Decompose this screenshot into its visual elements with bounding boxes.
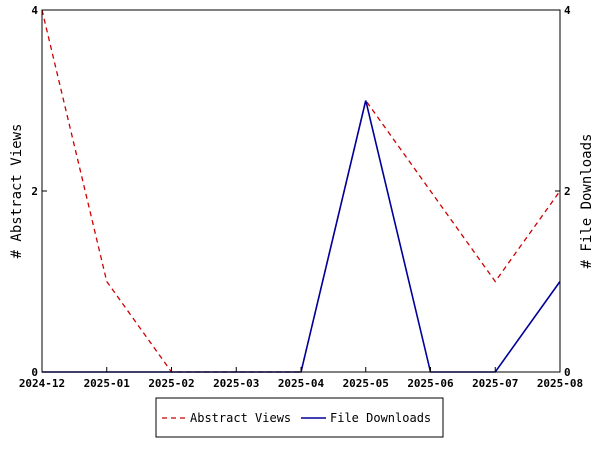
x-tick-label: 2025-07 [472,377,518,390]
x-tick-label: 2025-06 [407,377,454,390]
y-left-tick-label: 2 [31,185,38,198]
x-tick-label: 2025-04 [278,377,325,390]
x-tick-label: 2025-01 [84,377,131,390]
x-tick-label: 2025-08 [537,377,583,390]
y-right-tick-label: 4 [564,4,571,17]
y-left-tick-label: 4 [31,4,38,17]
y-axis-right-title: # File Downloads [579,134,595,269]
y-axis-left-title: # Abstract Views [9,124,25,259]
series-line-abstract-views [41,9,561,373]
y-right-tick-label: 0 [564,366,571,379]
y-axis-left: 0 2 4 [31,4,47,379]
x-tick-label: 2025-05 [343,377,389,390]
x-tick-label: 2025-02 [148,377,194,390]
legend-label-abstract-views: Abstract Views [190,411,291,425]
y-left-tick-label: 0 [31,366,38,379]
x-tick-label: 2025-03 [213,377,259,390]
legend-box [155,397,444,438]
x-axis: 2024-12 2025-01 2025-02 2025-03 2025-04 2025-… [19,367,583,390]
y-axis-right: 0 2 4 [555,4,571,379]
y-right-tick-label: 2 [564,185,571,198]
legend-label-file-downloads: File Downloads [330,411,431,425]
legend: Abstract Views File Downloads [155,397,444,438]
x-tick-label: 2024-12 [19,377,65,390]
